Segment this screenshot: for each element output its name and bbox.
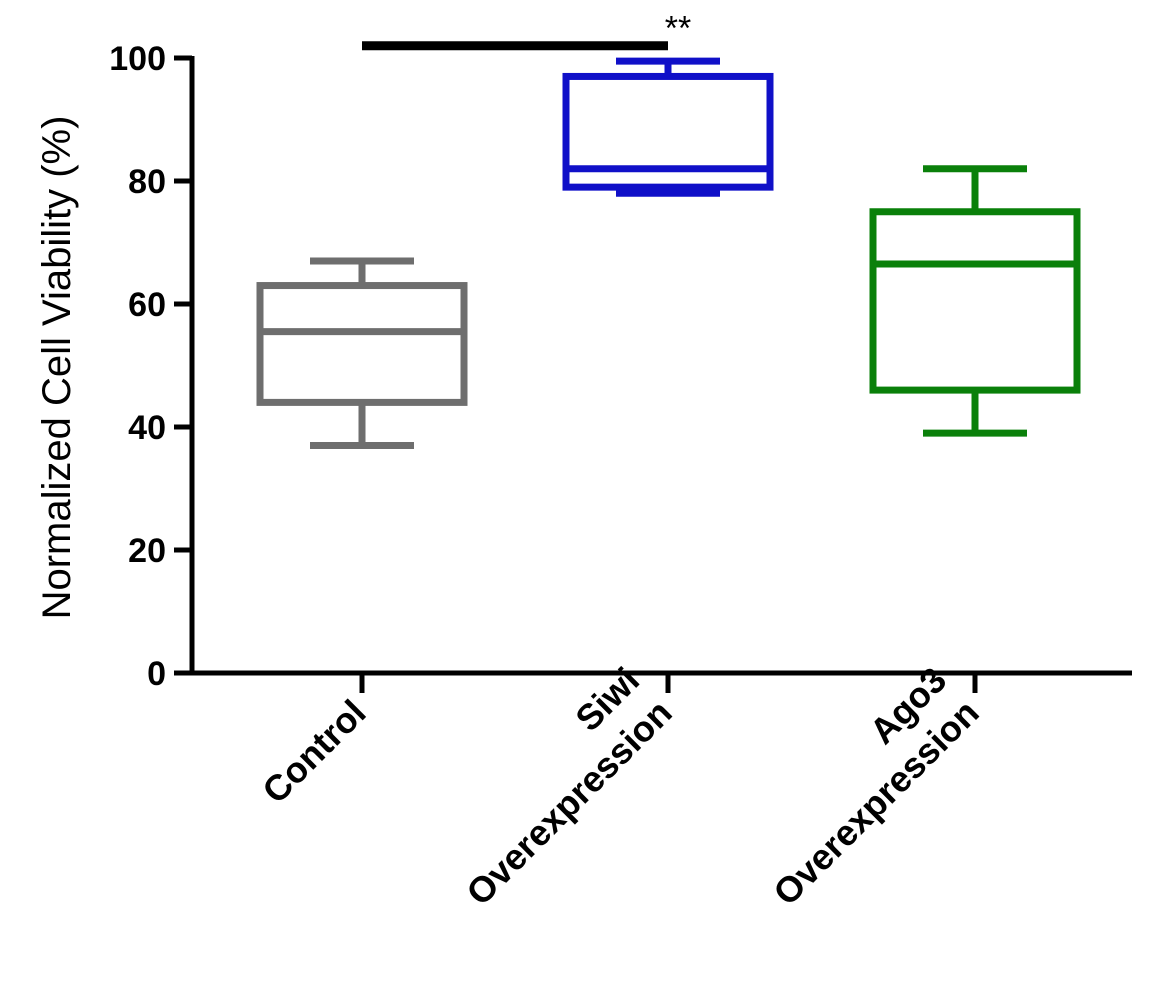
y-tick-label: 20 [128, 532, 166, 570]
box-group [256, 257, 468, 449]
y-tick-label: 80 [128, 163, 166, 201]
significance-label: ** [665, 10, 691, 48]
iqr-box [256, 282, 468, 406]
iqr-box [869, 208, 1081, 394]
y-tick-label: 40 [128, 409, 166, 447]
y-tick-label: 60 [128, 286, 166, 324]
y-tick-label: 100 [109, 40, 166, 78]
y-axis-title: Normalized Cell Viability (%) [35, 116, 79, 620]
x-category-label: Overexpression [458, 692, 679, 913]
box-group [869, 165, 1081, 437]
x-category-label: Control [254, 692, 373, 811]
y-tick-label: 0 [147, 655, 166, 693]
box-group [562, 57, 774, 197]
